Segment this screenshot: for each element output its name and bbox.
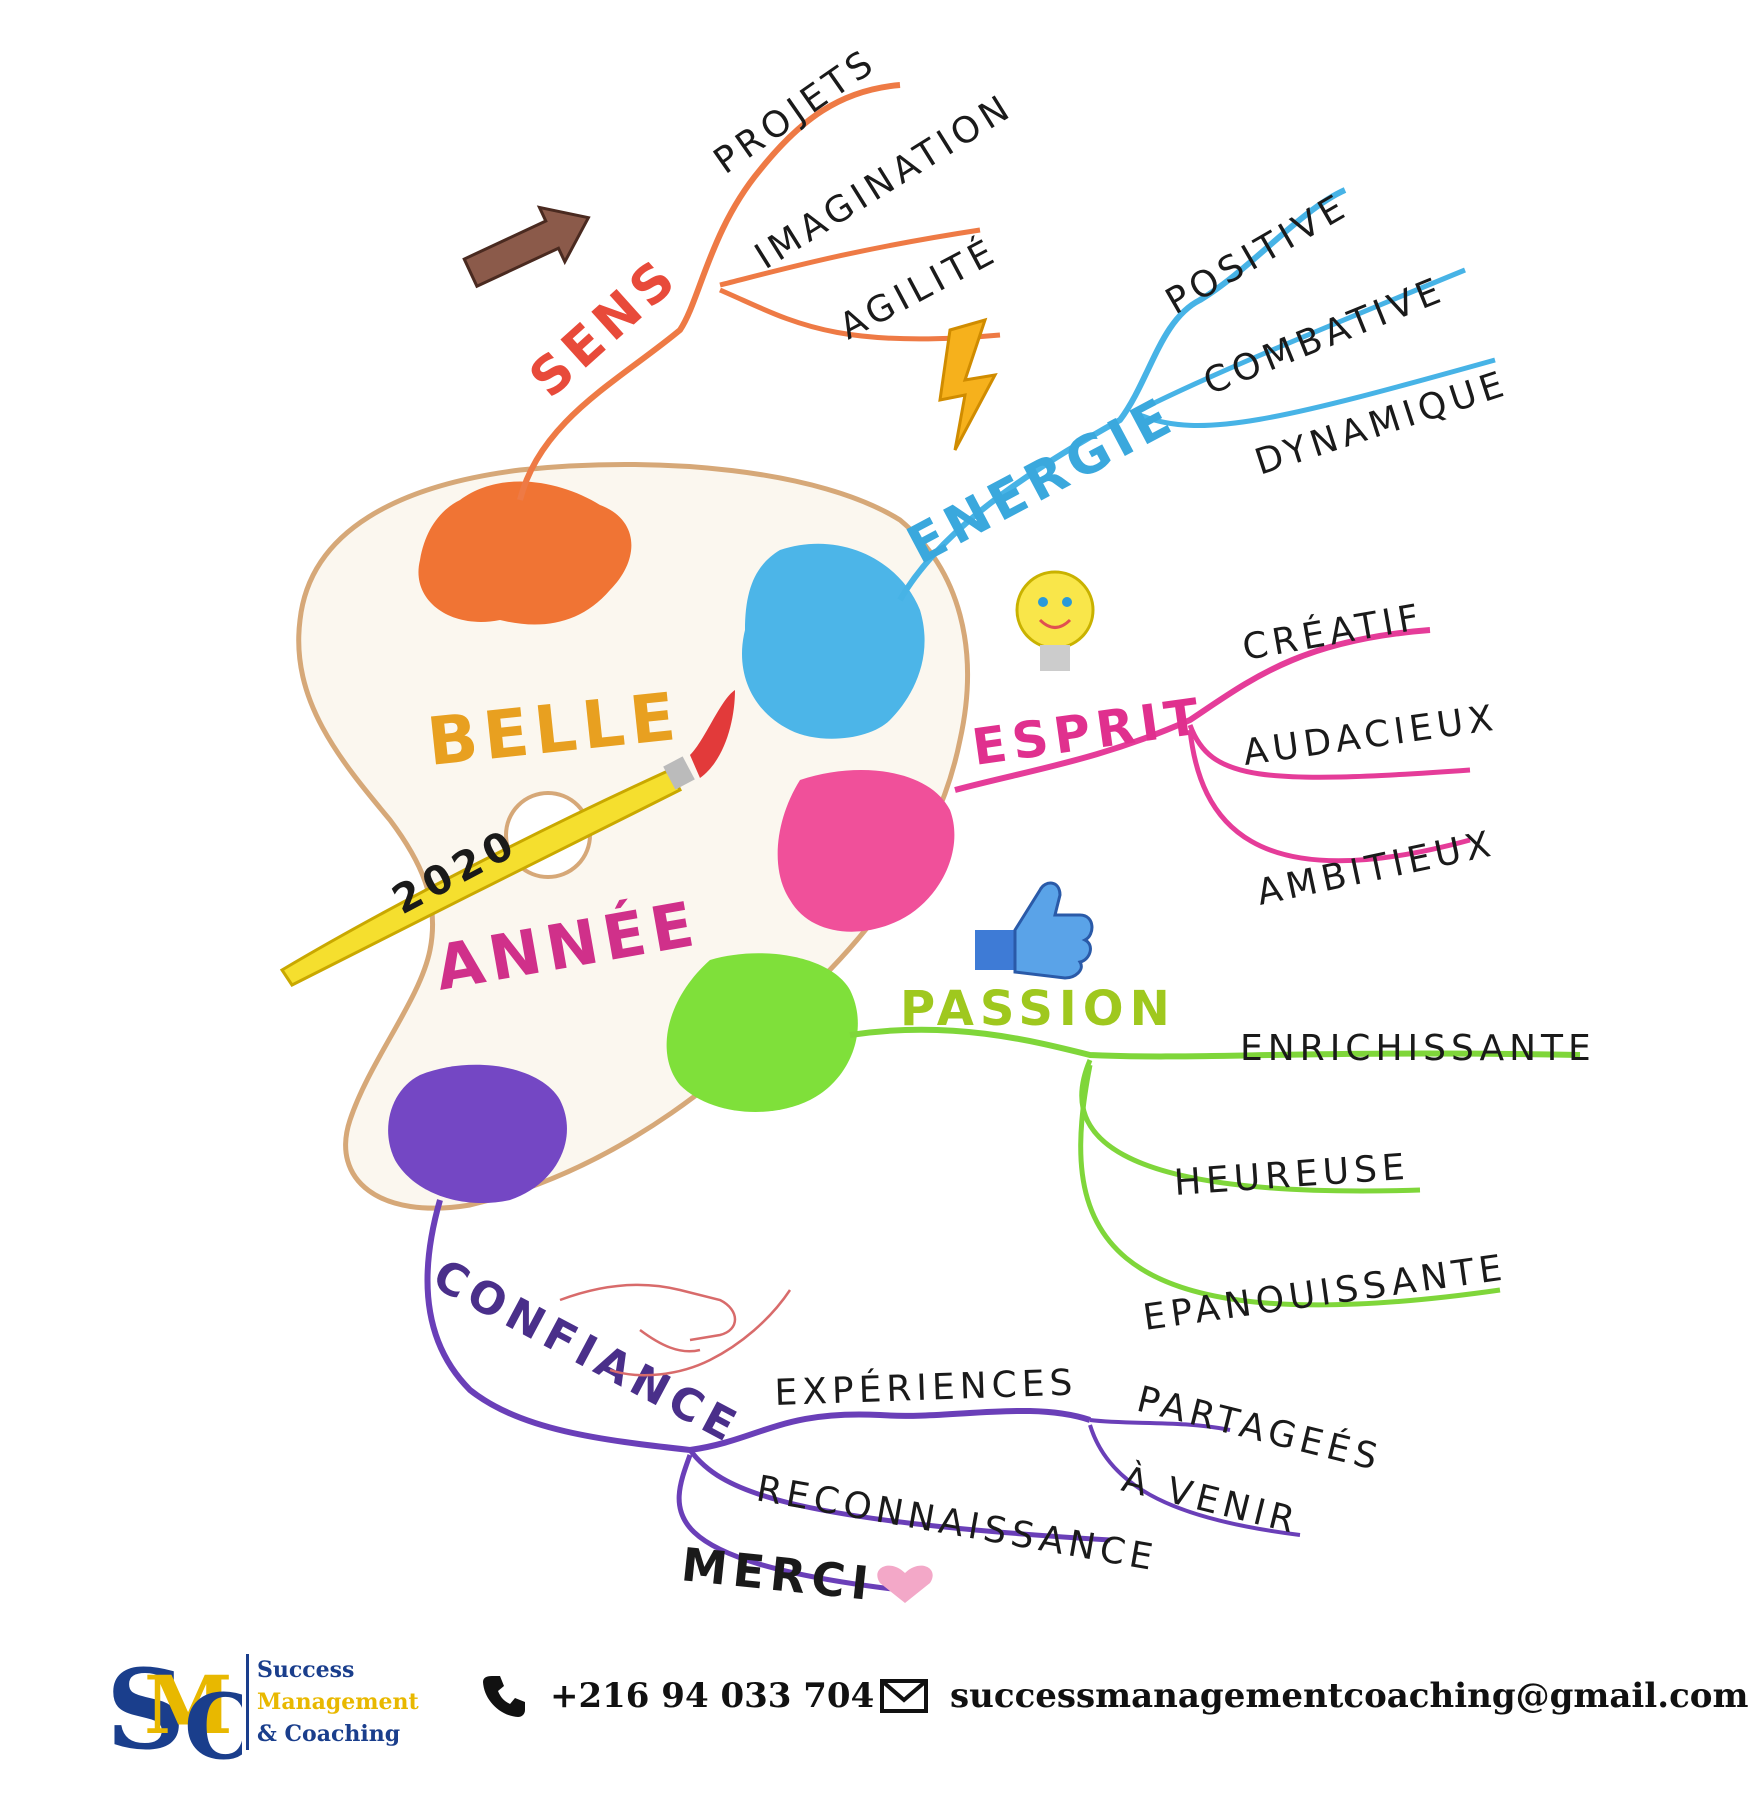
smc-monogram-icon: S M C: [106, 1648, 242, 1768]
leaf-experiences: EXPÉRIENCES: [774, 1361, 1078, 1414]
leaf-merci: MERCI: [679, 1537, 877, 1610]
brand-line-2: Management: [257, 1689, 419, 1715]
arrow-icon: [462, 205, 591, 289]
branch-esprit: ESPRIT CRÉATIF AUDACIEUX AMBITIEUX: [954, 570, 1501, 914]
branch-passion: PASSION ENRICHISSANTE HEUREUSE EPANOUISS…: [849, 881, 1596, 1339]
phone-number: +216 94 033 704: [550, 1676, 875, 1716]
leaf-heureuse: HEUREUSE: [1173, 1147, 1411, 1204]
brand-line-3: & Coaching: [257, 1721, 401, 1747]
leaf-projets: PROJETS: [707, 41, 885, 183]
leaf-dynamique: DYNAMIQUE: [1250, 363, 1513, 483]
branch-confiance: CONFIANCE EXPÉRIENCES RECONNAISSANCE MER…: [424, 1199, 1387, 1610]
brand-logo: S M C Success Management & Coaching: [106, 1648, 426, 1768]
branch-label-passion: PASSION: [900, 981, 1176, 1037]
green-paint-blob: [666, 953, 858, 1112]
heart-icon: [877, 1565, 933, 1603]
leaf-a-venir: À VENIR: [1118, 1458, 1304, 1543]
leaf-epanouissante: EPANOUISSANTE: [1141, 1247, 1510, 1339]
branch-label-esprit: ESPRIT: [969, 687, 1209, 777]
orange-paint-blob: [418, 481, 632, 625]
purple-paint-blob: [388, 1064, 567, 1204]
email-address: successmanagementcoaching@gmail.com: [950, 1676, 1749, 1716]
lightbulb-icon: [1015, 570, 1095, 671]
svg-text:S: S: [106, 1648, 185, 1768]
leaf-ambitieux: AMBITIEUX: [1253, 823, 1499, 913]
branch-label-energie: ENERGIE: [898, 385, 1186, 576]
leaf-positive: POSITIVE: [1159, 186, 1356, 323]
lightning-icon: [938, 317, 998, 451]
svg-text:M: M: [144, 1658, 233, 1752]
handshake-icon: [559, 1283, 792, 1377]
branch-sens: SENS PROJETS IMAGINATION AGILITÉ: [462, 41, 1021, 501]
leaf-partagees: PARTAGEÉS: [1133, 1378, 1387, 1479]
leaf-enrichissante: ENRICHISSANTE: [1240, 1028, 1596, 1069]
mail-icon: [880, 1679, 928, 1713]
pink-paint-blob: [777, 770, 955, 932]
leaf-creatif: CRÉATIF: [1239, 596, 1427, 669]
mind-map: BELLE 2020 ANNÉE SENS PROJETS IMAGINATIO…: [279, 41, 1596, 1610]
leaf-audacieux: AUDACIEUX: [1241, 698, 1501, 774]
phone-contact[interactable]: +216 94 033 704: [480, 1672, 874, 1720]
brand-line-1: Success: [257, 1657, 355, 1683]
svg-text:C: C: [184, 1674, 242, 1768]
email-contact[interactable]: successmanagementcoaching@gmail.com: [880, 1672, 1748, 1720]
branch-label-confiance: CONFIANCE: [425, 1250, 749, 1455]
phone-icon: [483, 1676, 525, 1717]
thumbs-up-icon: [975, 881, 1094, 980]
blue-paint-blob: [742, 543, 925, 739]
paintbrush-icon: [279, 690, 735, 987]
